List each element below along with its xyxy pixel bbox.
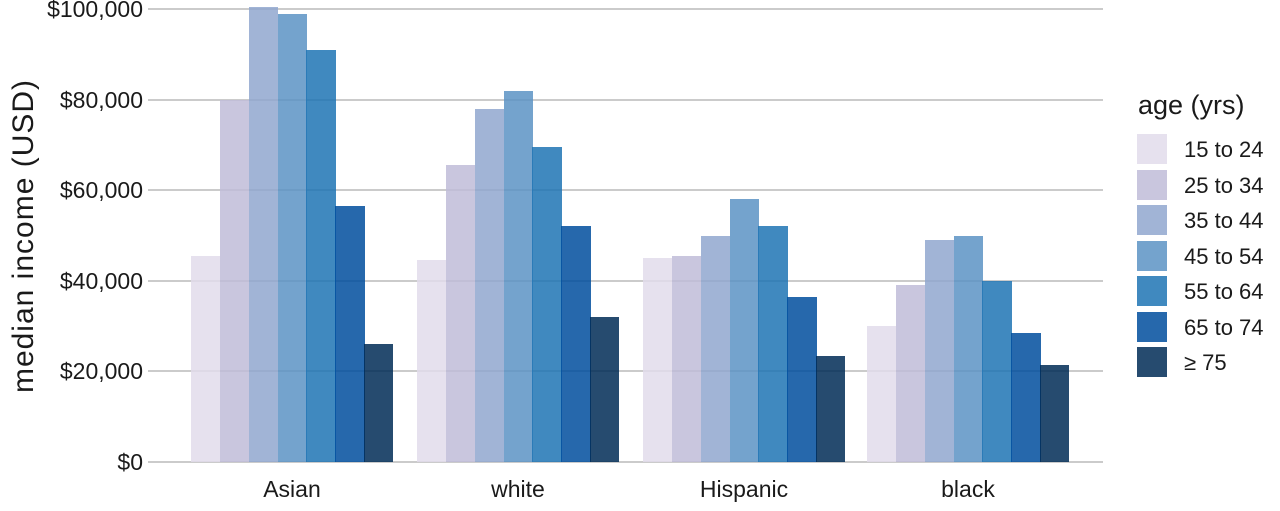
bar-black-65-to-74 [1011, 332, 1041, 462]
y-tick-label: $0 [117, 449, 143, 475]
legend-swatch-65-to-74 [1137, 311, 1167, 342]
legend-label: 25 to 34 [1184, 172, 1264, 198]
y-tick-label: $20,000 [59, 358, 143, 385]
bar-Hispanic-≥-75 [816, 355, 846, 462]
bar-Hispanic-65-to-74 [787, 296, 817, 462]
legend-title: age (yrs) [1138, 90, 1245, 120]
bar-Asian-≥-75 [364, 344, 394, 462]
y-gridline [148, 8, 1103, 10]
bar-white-45-to-54 [503, 90, 533, 462]
legend-label: 15 to 24 [1184, 137, 1264, 162]
y-gridline [148, 370, 1103, 373]
y-gridline [148, 189, 1103, 192]
bar-Asian-35-to-44 [248, 6, 279, 462]
legend-swatch-45-to-54 [1137, 240, 1167, 271]
bar-Hispanic-55-to-64 [758, 226, 788, 462]
y-gridline [148, 461, 1103, 463]
bar-black-55-to-64 [982, 280, 1012, 462]
y-gridline [148, 279, 1103, 282]
x-category-label: black [941, 476, 995, 502]
y-tick-label: $60,000 [59, 177, 143, 204]
y-tick-label: $100,000 [47, 0, 143, 22]
legend-swatch-25-to-34 [1137, 169, 1167, 200]
bar-Hispanic-15-to-24 [643, 258, 673, 462]
x-category-label: white [491, 476, 545, 502]
bar-Hispanic-45-to-54 [729, 199, 759, 462]
x-category-label: Asian [263, 476, 321, 502]
bar-Asian-25-to-34 [219, 99, 250, 462]
bar-Hispanic-35-to-44 [700, 235, 731, 462]
bar-white-≥-75 [590, 317, 620, 462]
legend-swatch-55-to-64 [1137, 276, 1167, 306]
bar-Asian-65-to-74 [335, 206, 365, 462]
bar-Hispanic-25-to-34 [671, 255, 702, 462]
bar-white-25-to-34 [445, 165, 476, 462]
legend-swatch-15-to-24 [1137, 134, 1167, 164]
bar-black-≥-75 [1040, 364, 1070, 462]
legend-label: 55 to 64 [1184, 279, 1264, 304]
bar-black-15-to-24 [867, 326, 897, 462]
bar-white-35-to-44 [474, 108, 505, 462]
bar-white-55-to-64 [532, 147, 562, 462]
legend-swatch-≥-75 [1137, 347, 1167, 377]
bar-Asian-15-to-24 [191, 255, 221, 462]
y-tick-label: $80,000 [59, 86, 143, 113]
bar-white-15-to-24 [417, 260, 447, 462]
legend-label: 35 to 44 [1184, 208, 1264, 233]
y-gridline [148, 98, 1103, 101]
legend-swatch-35-to-44 [1137, 205, 1167, 235]
bar-black-35-to-44 [924, 240, 955, 462]
bar-black-25-to-34 [895, 285, 926, 462]
bar-Asian-45-to-54 [277, 13, 307, 462]
bar-white-65-to-74 [561, 226, 591, 462]
legend-label: 65 to 74 [1184, 314, 1264, 340]
x-category-label: Hispanic [699, 476, 789, 502]
legend-label: ≥ 75 [1184, 350, 1227, 375]
y-tick-label: $40,000 [59, 267, 143, 294]
bar-black-45-to-54 [953, 235, 983, 462]
bar-Asian-55-to-64 [306, 49, 336, 462]
legend-label: 45 to 54 [1184, 243, 1264, 269]
